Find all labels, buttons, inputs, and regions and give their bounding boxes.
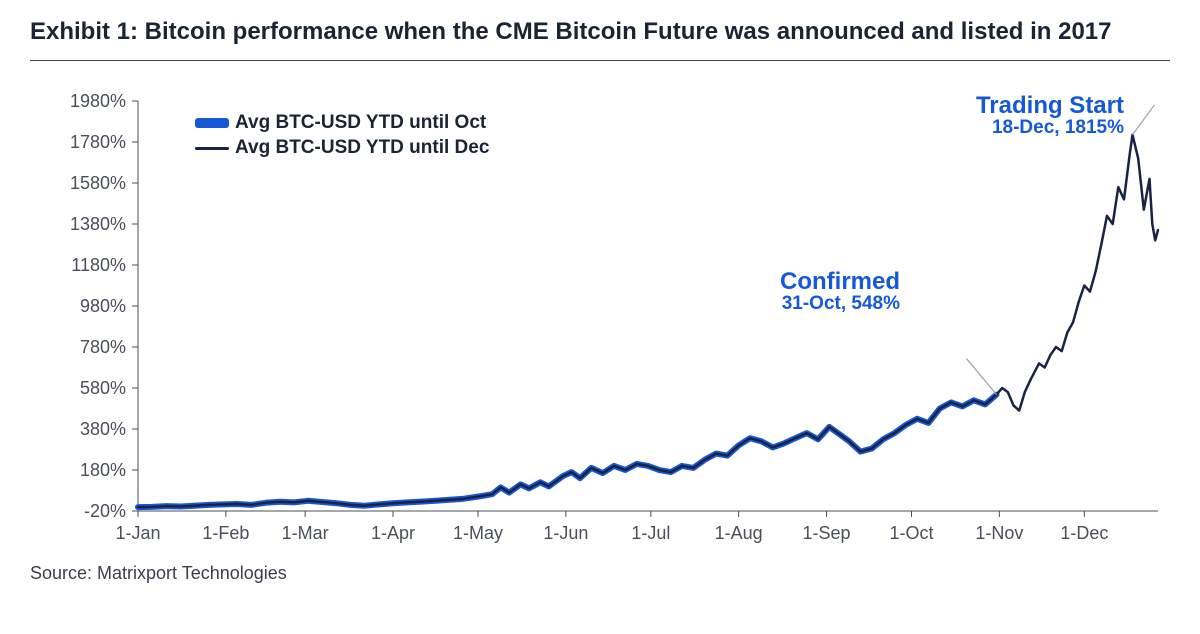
y-tick-label: 1980% xyxy=(70,91,126,111)
legend-label: Avg BTC-USD YTD until Dec xyxy=(235,136,489,161)
annotation-title: Confirmed xyxy=(780,269,900,294)
x-tick-label: 1-Apr xyxy=(371,523,415,543)
legend-item: Avg BTC-USD YTD until Dec xyxy=(195,136,489,161)
y-tick-label: 1580% xyxy=(70,173,126,193)
chart-legend: Avg BTC-USD YTD until OctAvg BTC-USD YTD… xyxy=(195,111,489,160)
x-tick-label: 1-Jun xyxy=(543,523,588,543)
series-thin-line xyxy=(138,135,1158,507)
y-tick-label: 180% xyxy=(80,460,126,480)
exhibit-title: Exhibit 1: Bitcoin performance when the … xyxy=(30,18,1170,46)
x-tick-label: 1-Feb xyxy=(202,523,249,543)
x-tick-label: 1-Oct xyxy=(889,523,933,543)
annotation-trading-start: Trading Start18-Dec, 1815% xyxy=(976,93,1124,139)
x-tick-label: 1-Aug xyxy=(715,523,763,543)
y-tick-label: 980% xyxy=(80,296,126,316)
annotation-subtitle: 31-Oct, 548% xyxy=(780,294,900,315)
y-tick-label: 780% xyxy=(80,337,126,357)
x-tick-label: 1-Jul xyxy=(631,523,670,543)
x-tick-label: 1-Dec xyxy=(1060,523,1108,543)
legend-item: Avg BTC-USD YTD until Oct xyxy=(195,111,489,136)
x-tick-label: 1-May xyxy=(453,523,503,543)
y-tick-label: 380% xyxy=(80,419,126,439)
title-divider xyxy=(30,60,1170,61)
annotation-subtitle: 18-Dec, 1815% xyxy=(976,118,1124,139)
x-tick-label: 1-Sep xyxy=(802,523,850,543)
legend-swatch xyxy=(195,147,229,150)
annotation-leader xyxy=(967,359,997,395)
x-tick-label: 1-Jan xyxy=(115,523,160,543)
y-tick-label: 1380% xyxy=(70,214,126,234)
chart-source: Source: Matrixport Technologies xyxy=(30,563,1170,584)
annotation-leader xyxy=(1133,105,1155,135)
y-tick-label: 1180% xyxy=(71,255,126,275)
annotation-title: Trading Start xyxy=(976,93,1124,118)
x-tick-label: 1-Nov xyxy=(975,523,1023,543)
chart-area: -20% 180% 380% 580% 780% 980% 1180% 1380% 1580% 1… xyxy=(30,71,1170,551)
legend-swatch xyxy=(195,118,229,128)
legend-label: Avg BTC-USD YTD until Oct xyxy=(235,111,486,136)
exhibit-container: Exhibit 1: Bitcoin performance when the … xyxy=(0,0,1200,634)
y-tick-label: 580% xyxy=(80,378,126,398)
y-tick-label: -20% xyxy=(84,501,126,521)
x-tick-label: 1-Mar xyxy=(282,523,329,543)
y-tick-label: 1780% xyxy=(70,132,126,152)
annotation-confirmed: Confirmed31-Oct, 548% xyxy=(780,269,900,315)
